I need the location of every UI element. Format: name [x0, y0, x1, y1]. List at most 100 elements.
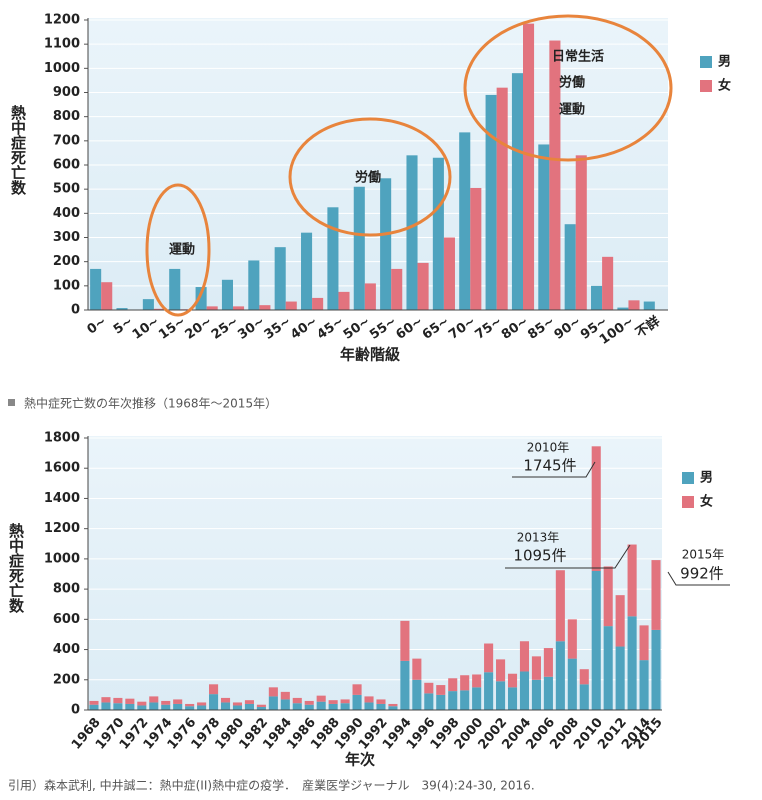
bar [173, 699, 183, 704]
bar [511, 73, 523, 311]
bar [125, 698, 135, 704]
bar [567, 658, 577, 710]
annotation: 2010年 [527, 441, 570, 455]
bar [197, 705, 207, 710]
y-tick-label: 600 [53, 612, 80, 627]
y-tick-label: 0 [71, 303, 80, 318]
highlight-oval [288, 117, 452, 237]
y-tick-label: 1400 [44, 491, 80, 506]
bar [292, 697, 302, 704]
y-axis-title: 熱中症死亡数 [9, 104, 27, 196]
bar [484, 643, 494, 673]
bar [197, 702, 207, 706]
y-axis-title: 熱中症死亡数 [7, 522, 25, 614]
bar [617, 307, 629, 310]
annotation: 2013年 [517, 531, 560, 545]
x-tick-label: 15~ [156, 314, 188, 343]
highlight-oval [145, 183, 211, 317]
bar [579, 684, 589, 710]
bar [340, 703, 350, 710]
bar [555, 641, 565, 710]
bar [579, 669, 589, 685]
legend-swatch [682, 472, 694, 484]
citation: 引用）森本武利, 中井誠二：熱中症(II)熱中症の疫学． 産業医学ジャーナル 3… [8, 778, 535, 793]
legend-swatch [700, 80, 712, 92]
y-tick-label: 200 [53, 672, 80, 687]
leader-line [667, 571, 730, 586]
bar [90, 268, 102, 310]
x-tick-label: 35~ [262, 314, 294, 343]
x-tick-label: 25~ [209, 314, 241, 343]
legend-label: 男 [700, 471, 713, 486]
bar [417, 262, 429, 310]
bar [280, 691, 290, 700]
bar [312, 297, 324, 310]
bar [149, 696, 159, 703]
bar [470, 187, 482, 310]
legend-label: 男 [718, 55, 731, 70]
x-tick-label: 80~ [499, 314, 531, 343]
bar [627, 616, 637, 710]
bar [137, 705, 147, 710]
bar [651, 560, 661, 630]
bar [101, 702, 111, 710]
bar [639, 625, 649, 661]
bar [304, 700, 314, 705]
bar [233, 306, 245, 310]
y-tick-label: 300 [53, 230, 80, 245]
bar [400, 660, 410, 710]
bar [220, 697, 231, 703]
bar [304, 704, 314, 710]
bar [507, 673, 518, 688]
bar [113, 703, 123, 710]
caption-bullet [8, 399, 15, 406]
y-tick-label: 1000 [44, 551, 80, 566]
annotation: 日常生活 [552, 49, 604, 65]
y-tick-label: 500 [53, 182, 80, 197]
plot-background [88, 436, 662, 710]
y-tick-label: 900 [53, 85, 80, 100]
x-tick-label: 60~ [394, 314, 426, 343]
x-axis-title: 年齢階級 [340, 346, 400, 364]
bar [185, 706, 195, 710]
bar [89, 700, 99, 705]
bar [380, 178, 392, 310]
bar [268, 687, 278, 697]
bar [256, 704, 266, 707]
bar [615, 646, 625, 710]
y-tick-label: 0 [71, 703, 80, 718]
bar [424, 682, 434, 694]
bar [412, 658, 422, 680]
bar [519, 641, 530, 672]
x-tick-label: 55~ [367, 314, 399, 343]
y-tick-label: 400 [53, 642, 80, 657]
bar [113, 697, 123, 704]
bar [153, 308, 165, 310]
x-tick-label: 不詳 [633, 313, 663, 341]
annotation: 労働 [355, 170, 381, 186]
bar [364, 702, 374, 710]
y-tick-label: 1100 [44, 37, 80, 52]
y-tick-label: 800 [53, 109, 80, 124]
bar [472, 687, 482, 710]
bar [628, 300, 640, 310]
bar [376, 703, 386, 710]
bar [643, 301, 655, 310]
y-tick-label: 1600 [44, 461, 80, 476]
bar [292, 703, 302, 710]
annotation: 1095件 [513, 547, 566, 565]
bar [507, 687, 518, 710]
bar [538, 144, 550, 310]
x-tick-label: 20~ [183, 314, 215, 343]
bar [555, 570, 565, 642]
bar [328, 700, 338, 704]
x-tick-label: 45~ [314, 314, 346, 343]
bar [149, 702, 159, 710]
bar [301, 232, 313, 310]
y-tick-label: 100 [53, 278, 80, 293]
x-tick-label: 90~ [552, 314, 584, 343]
bar [316, 701, 326, 710]
bar [328, 703, 338, 710]
bar [531, 656, 541, 680]
bar [268, 696, 278, 710]
